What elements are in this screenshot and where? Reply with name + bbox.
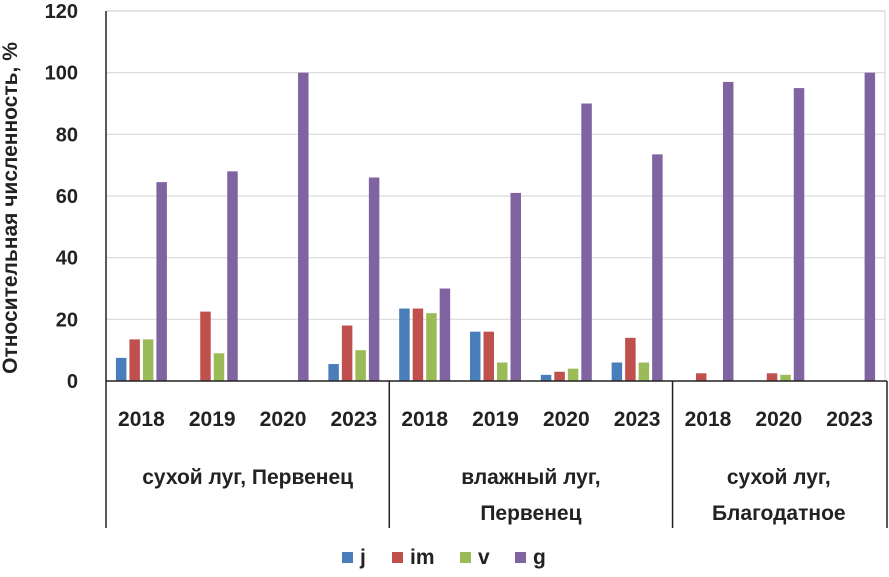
bar-g-2019 bbox=[227, 171, 238, 381]
bar-v-2023 bbox=[355, 350, 366, 381]
x-tick-label: 2018 bbox=[401, 408, 448, 431]
group-label: сухой луг, bbox=[727, 466, 831, 489]
bar-v-2019 bbox=[497, 362, 508, 381]
bar-im-2018 bbox=[129, 339, 140, 381]
y-axis-label: Относительная численность, % bbox=[0, 42, 22, 374]
gridlines bbox=[106, 10, 886, 381]
y-tick-label: 40 bbox=[56, 248, 78, 270]
group-label: Первенец bbox=[480, 502, 581, 525]
labels: 0 20 40 60 80 100 120 Относительная численность… bbox=[0, 1, 873, 525]
x-tick-label: 2020 bbox=[260, 408, 307, 431]
y-tick-label: 120 bbox=[45, 1, 78, 23]
y-tick-label: 20 bbox=[56, 309, 78, 331]
bar-g-2020 bbox=[298, 72, 309, 382]
bar-g-2018 bbox=[156, 182, 167, 381]
bar-im-2018 bbox=[412, 308, 424, 381]
x-tick-label: 2020 bbox=[543, 408, 590, 431]
x-tick-label: 2023 bbox=[614, 408, 661, 431]
legend-swatch-im bbox=[392, 552, 403, 563]
bar-j-2023 bbox=[611, 362, 623, 381]
y-tick-label: 0 bbox=[67, 371, 78, 393]
x-tick-label: 2023 bbox=[331, 408, 378, 431]
x-tick-label: 2019 bbox=[189, 408, 236, 431]
bar-im-2018 bbox=[695, 373, 707, 381]
bar-v-2018 bbox=[426, 313, 437, 381]
x-tick-label: 2023 bbox=[826, 408, 873, 431]
bar-im-2019 bbox=[483, 331, 494, 381]
legend-label-g: g bbox=[533, 546, 546, 569]
legend-swatch-j bbox=[342, 552, 353, 563]
bar-im-2019 bbox=[200, 311, 211, 381]
legend-label-im: im bbox=[410, 546, 435, 569]
bar-g-2018 bbox=[439, 288, 451, 381]
bar-g-2020 bbox=[581, 103, 592, 381]
bar-j-2018 bbox=[399, 308, 410, 381]
bar-g-2023 bbox=[368, 177, 380, 381]
y-tick-label: 80 bbox=[56, 124, 78, 146]
legend: j im v g bbox=[342, 546, 546, 569]
x-tick-label: 2018 bbox=[685, 408, 732, 431]
x-tick-label: 2018 bbox=[118, 408, 165, 431]
bar-im-2020 bbox=[766, 373, 778, 381]
y-tick-label: 100 bbox=[45, 63, 78, 85]
bar-g-2023 bbox=[652, 154, 663, 381]
bar-v-2019 bbox=[213, 353, 225, 381]
legend-swatch-v bbox=[460, 552, 471, 563]
legend-label-j: j bbox=[359, 546, 366, 569]
bar-j-2018 bbox=[115, 357, 127, 381]
group-label: сухой луг, Первенец bbox=[142, 466, 353, 489]
legend-swatch-g bbox=[515, 552, 526, 563]
bar-j-2020 bbox=[540, 374, 552, 381]
bar-im-2020 bbox=[554, 371, 565, 381]
bar-v-2018 bbox=[142, 339, 154, 381]
legend-label-v: v bbox=[478, 546, 490, 569]
group-label: влажный луг, bbox=[461, 466, 600, 489]
bar-g-2023 bbox=[864, 72, 876, 382]
y-tick-label: 60 bbox=[56, 186, 78, 208]
group-label: Благодатное bbox=[712, 502, 846, 525]
x-tick-label: 2019 bbox=[472, 408, 519, 431]
bar-v-2020 bbox=[780, 374, 791, 381]
bar-g-2018 bbox=[722, 81, 734, 382]
bars bbox=[115, 72, 876, 382]
bar-im-2023 bbox=[625, 337, 636, 381]
bar-im-2023 bbox=[341, 325, 353, 381]
axes bbox=[105, 11, 888, 528]
bar-j-2023 bbox=[328, 364, 339, 381]
bar-g-2019 bbox=[510, 192, 521, 381]
bar-v-2020 bbox=[567, 368, 579, 381]
bar-g-2020 bbox=[793, 88, 805, 381]
x-tick-label: 2020 bbox=[755, 408, 802, 431]
bar-v-2023 bbox=[638, 362, 650, 381]
bar-j-2019 bbox=[470, 331, 481, 381]
